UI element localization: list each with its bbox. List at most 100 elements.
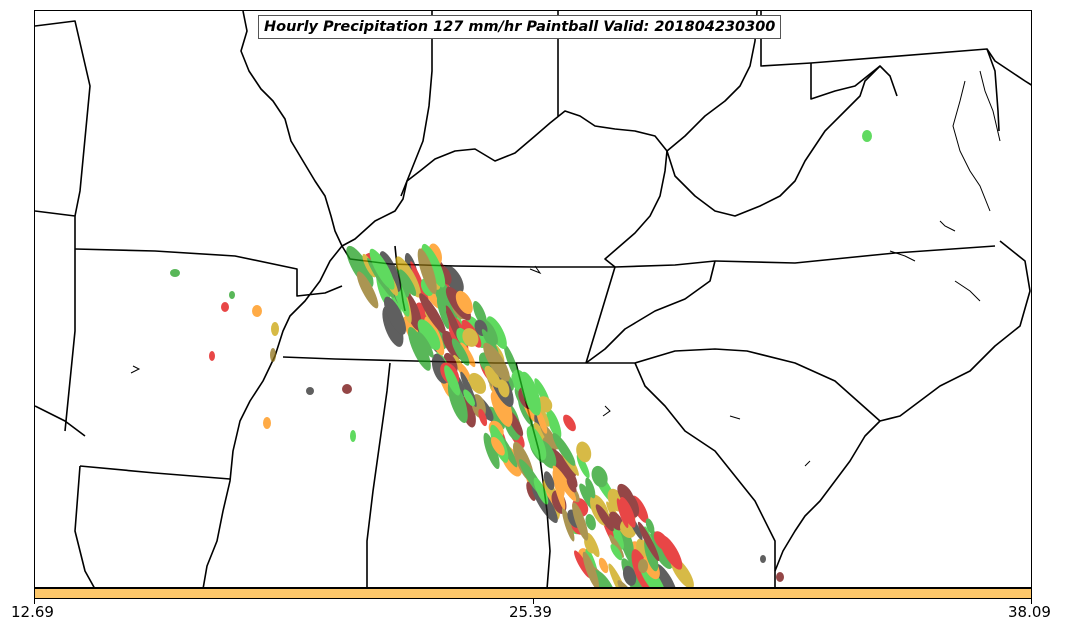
paintball-blob: [398, 269, 417, 297]
paintball-blob: [483, 432, 500, 470]
paintball-blob: [356, 271, 379, 309]
paintball-blob: [486, 316, 507, 349]
colorbar-tick-max: [1031, 599, 1032, 604]
coastline-details: [130, 70, 1001, 467]
paintball-blob: [619, 496, 636, 528]
paintball-blob: [563, 414, 576, 432]
paintball-blob: [526, 481, 536, 501]
paintball-blob: [591, 465, 608, 488]
paintball-blob: [572, 502, 589, 541]
paintball-blob: [595, 504, 614, 532]
border-wv-va: [666, 65, 881, 217]
map-panel: [34, 10, 1032, 588]
border-tx-ok: [35, 405, 86, 437]
border-tn-nc: [585, 266, 616, 364]
border-va-nc: [714, 245, 996, 264]
border-mo-west: [35, 20, 91, 217]
paintball-blob: [550, 448, 578, 488]
paintball-blob: [637, 521, 660, 562]
paintball-blob: [576, 441, 592, 463]
paintball-outlier: [638, 559, 648, 573]
border-mo-ar: [74, 248, 343, 297]
paintball-outlier: [229, 291, 235, 299]
paintball-blob: [576, 454, 590, 479]
paintball-blob: [346, 245, 374, 288]
paintball-outlier: [252, 305, 262, 317]
paintball-blob: [554, 475, 565, 497]
paintball-blob: [585, 477, 596, 499]
paintball-blob: [497, 379, 510, 398]
paintball-blob: [483, 342, 510, 382]
border-delaware: [986, 48, 1031, 86]
paintball-blob: [520, 371, 541, 416]
paintball-blob: [417, 248, 437, 294]
border-mississippi-lower: [202, 245, 343, 587]
border-ohio-river: [341, 110, 668, 247]
paintball-blob: [473, 301, 487, 327]
border-sc-ga: [634, 362, 776, 587]
colorbar-min-label: 12.69: [11, 603, 54, 621]
paintball-blob: [653, 531, 670, 551]
paintball-blob: [552, 432, 576, 466]
paintball-blob: [610, 544, 623, 561]
paintball-blob: [410, 261, 430, 305]
border-ar-la: [79, 465, 231, 480]
border-ky-va: [604, 150, 668, 268]
paintball-outlier: [760, 555, 766, 563]
paintball-blob: [484, 365, 501, 388]
border-east-coast: [774, 240, 1031, 572]
paintball-blob: [585, 513, 596, 531]
border-ohio-wv: [666, 11, 758, 152]
paintball-blob: [421, 243, 446, 288]
map-svg: [35, 11, 1031, 587]
paintball-blob: [460, 342, 476, 368]
paintball-outlier: [209, 351, 215, 361]
paintball-blob: [543, 471, 555, 491]
paintball-blob: [617, 483, 635, 506]
paintball-outlier: [270, 348, 276, 362]
state-borders: [35, 11, 1031, 587]
paintball-outlier: [263, 417, 271, 429]
paintball-blob: [582, 551, 600, 587]
paintball-outlier: [170, 269, 180, 277]
paintball-blob: [622, 565, 637, 586]
paintball-blob: [566, 477, 577, 493]
map-title: Hourly Precipitation 127 mm/hr Paintball…: [258, 15, 782, 39]
paintball-blob: [417, 331, 434, 358]
border-la-west: [74, 465, 95, 587]
border-va-tn: [585, 260, 716, 364]
paintball-blob: [458, 363, 471, 382]
paintball-blob: [533, 477, 549, 505]
paintball-blob: [616, 498, 629, 529]
paintball-blob: [561, 507, 575, 542]
border-ok-ar: [64, 249, 76, 432]
border-nc-sc: [586, 348, 881, 422]
paintball-outlier: [342, 384, 352, 394]
paintball-blob: [478, 408, 488, 427]
border-ks-mo: [35, 210, 76, 249]
border-illinois-missouri: [240, 11, 343, 247]
paintball-blob: [419, 293, 446, 334]
paintball-blob: [436, 297, 450, 330]
colorbar-mid-label: 25.39: [509, 603, 552, 621]
paintball-outlier: [862, 130, 872, 142]
border-ms-al: [366, 362, 391, 587]
paintball-blob: [552, 465, 577, 502]
paintball-blob: [455, 290, 473, 315]
paintball-blob: [451, 338, 470, 366]
paintball-blob: [444, 365, 461, 396]
paintball-outlier: [350, 430, 356, 442]
colorbar-max-label: 38.09: [1008, 603, 1051, 621]
colorbar: [34, 588, 1032, 599]
paintball-blob: [536, 409, 548, 434]
paintball-outlier: [306, 387, 314, 395]
paintball-outlier: [221, 302, 229, 312]
paintball-blob: [463, 389, 475, 407]
paintball-blob: [407, 327, 431, 371]
paintball-blob: [417, 319, 441, 351]
colorbar-tick-min: [34, 599, 35, 604]
border-ky-tn: [389, 260, 716, 268]
paintball-blob: [586, 532, 600, 558]
border-tn-south: [282, 356, 586, 364]
paintball-outlier: [776, 572, 784, 582]
